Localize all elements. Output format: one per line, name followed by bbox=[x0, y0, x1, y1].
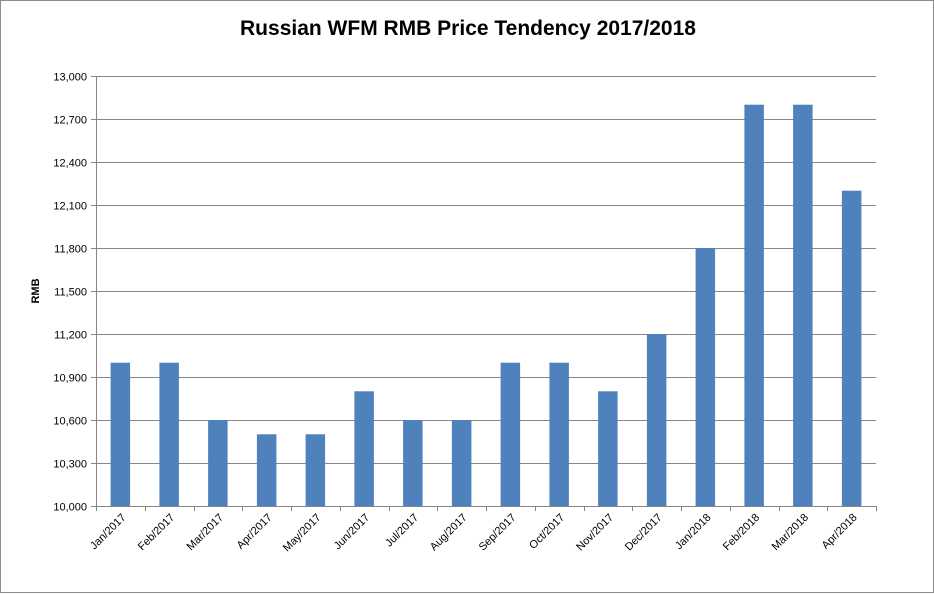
bar-feb-2017 bbox=[159, 362, 179, 506]
y-tick-label: 10,900 bbox=[53, 373, 87, 385]
y-tick-label: 10,600 bbox=[53, 416, 87, 428]
x-tick-label: Jan/2017 bbox=[88, 512, 128, 552]
bar-jan-2018 bbox=[695, 248, 716, 506]
x-tick-label: May/2017 bbox=[281, 512, 324, 555]
bar-nov-2017 bbox=[598, 391, 618, 506]
y-tick-label: 11,200 bbox=[54, 330, 87, 342]
bar-apr-2017 bbox=[256, 434, 277, 506]
bar-aug-2017 bbox=[451, 420, 472, 506]
bar-dec-2017 bbox=[646, 334, 667, 506]
y-tick-label: 11,500 bbox=[54, 287, 87, 299]
bar-layer bbox=[110, 104, 862, 506]
x-tick-label: Feb/2018 bbox=[721, 512, 762, 553]
bar-mar-2018 bbox=[793, 104, 813, 506]
y-tick-label: 12,700 bbox=[53, 115, 87, 127]
y-tick-label: 13,000 bbox=[53, 72, 87, 84]
x-tick-label: Apr/2017 bbox=[235, 512, 275, 552]
x-tick-label: Jul/2017 bbox=[383, 512, 421, 550]
bar-jun-2017 bbox=[354, 391, 374, 506]
bar-may-2017 bbox=[305, 434, 326, 506]
bar-sep-2017 bbox=[500, 362, 521, 506]
y-tick-label: 10,300 bbox=[53, 459, 87, 471]
bar-apr-2018 bbox=[841, 190, 862, 506]
y-tick-label: 12,100 bbox=[53, 201, 87, 213]
x-tick-label: Jun/2017 bbox=[332, 512, 372, 552]
bar-feb-2018 bbox=[744, 104, 764, 506]
x-tick-label: Aug/2017 bbox=[428, 512, 470, 554]
y-tick-label: 12,400 bbox=[53, 158, 87, 170]
x-tick-label: Nov/2017 bbox=[574, 512, 616, 554]
y-tick-label: 11,800 bbox=[54, 244, 87, 256]
x-tick-label: Sep/2017 bbox=[477, 512, 519, 554]
x-tick-label: Dec/2017 bbox=[623, 512, 665, 554]
chart-title: Russian WFM RMB Price Tendency 2017/2018 bbox=[240, 17, 696, 40]
bar-jul-2017 bbox=[403, 420, 423, 506]
bar-mar-2017 bbox=[208, 420, 228, 506]
x-tick-label: Mar/2018 bbox=[770, 512, 811, 553]
bar-jan-2017 bbox=[110, 362, 131, 506]
x-tick-label: Jan/2018 bbox=[673, 512, 713, 552]
x-tick-label: Mar/2017 bbox=[185, 512, 226, 553]
bar-oct-2017 bbox=[549, 362, 569, 506]
x-tick-label: Oct/2017 bbox=[527, 512, 567, 552]
x-tick-label: Apr/2018 bbox=[820, 512, 860, 552]
y-axis-label: RMB bbox=[30, 278, 42, 303]
y-tick-label: 10,000 bbox=[53, 502, 87, 514]
x-tick-label: Feb/2017 bbox=[136, 512, 177, 553]
